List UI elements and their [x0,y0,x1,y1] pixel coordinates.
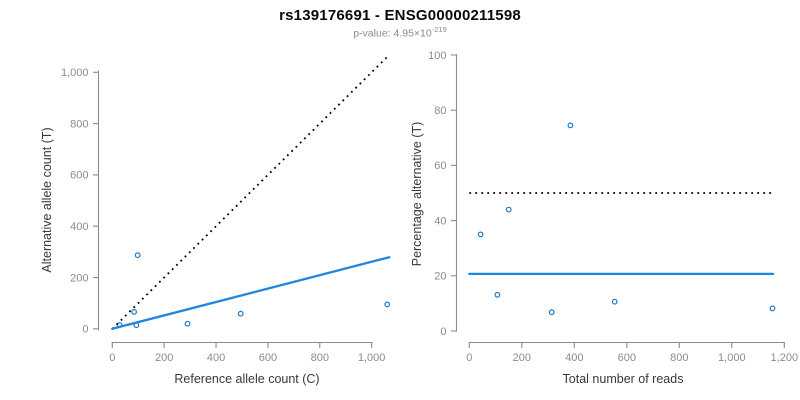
scatter-point [237,310,244,317]
scatter-point [134,252,141,259]
y-tick-label: 0 [440,326,446,338]
figure-title: rs139176691 - ENSG00000211598 [279,7,521,24]
x-tick-label: 1,000 [358,352,386,364]
panel-allele-counts: 0 200 400 600 800 1,000 0 200 400 600 800 1,000 Refe… [40,56,391,386]
x-tick-label: 200 [155,352,173,364]
scatter-point [384,301,391,308]
x-tick-label: 400 [565,352,583,364]
y-tick-label: 60 [434,160,446,172]
scatter-point [131,309,138,315]
scatter-point [184,320,191,327]
scatter-point [477,231,484,238]
panel-percentage-alternative: 0 20 40 60 80 100 0 200 400 600 800 1,000 1,200 Total… [410,50,798,386]
y-tick-label: 20 [434,271,446,283]
y-tick-label: 40 [434,215,446,227]
scatter-point [567,122,574,129]
y-tick-label: 80 [434,105,446,117]
x-tick-label: 800 [670,352,688,364]
x-tick-label: 800 [311,352,329,364]
y-axis-title: Alternative allele count (T) [40,127,54,272]
y-tick-label: 800 [70,118,88,130]
y-tick-label: 600 [70,170,88,182]
y-tick-label: 1,000 [61,67,89,79]
y-axis-title: Percentage alternative (T) [410,122,424,267]
x-tick-label: 0 [466,352,472,364]
scatter-point [769,305,776,312]
scatter-point [611,298,618,305]
y-tick-label: 0 [82,324,88,336]
pvalue-text: p-value: 4.95×10 [353,27,432,40]
y-tick-label: 400 [70,221,88,233]
scatter-point [505,206,512,213]
x-tick-label: 1,200 [771,352,799,364]
mean-ratio-line [111,256,391,330]
x-tick-label: 400 [207,352,225,364]
fifty-percent-identity-line [111,56,388,330]
x-axis-title: Reference allele count (C) [174,372,319,386]
y-tick-label: 200 [70,272,88,284]
figure-subtitle: p-value: 4.95×10-219 [0,25,800,40]
scatter-point [494,291,501,298]
x-tick-label: 600 [618,352,636,364]
pvalue-exponent: -219 [431,25,447,34]
y-tick-label: 100 [428,50,446,62]
x-tick-label: 0 [109,352,115,364]
x-tick-label: 1,000 [718,352,746,364]
x-tick-label: 200 [513,352,531,364]
scatter-point [548,309,555,316]
x-tick-label: 600 [259,352,277,364]
x-axis-title: Total number of reads [563,372,684,386]
